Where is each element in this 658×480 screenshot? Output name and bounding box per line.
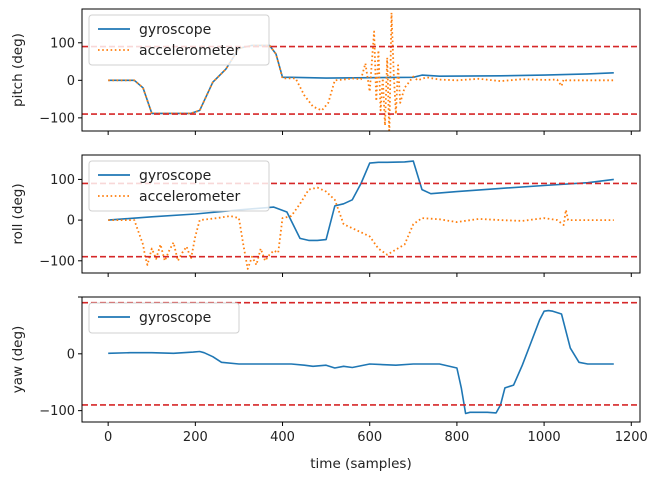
yaw-xtick-label: 400	[270, 430, 295, 445]
yaw-panel: −100 0 0 200 400 600 800 1000 1200 yaw (deg) time …	[10, 296, 648, 472]
pitch-accelerometer-line	[108, 11, 614, 131]
yaw-axes-frame	[81, 296, 641, 423]
yaw-xtick-label: 1000	[528, 430, 561, 445]
pitch-legend-box	[88, 14, 270, 66]
yaw-legend-box	[88, 302, 240, 334]
pitch-legend-label-accelerometer: accelerometer	[139, 43, 240, 59]
roll-legend: gyroscope accelerometer	[88, 160, 270, 212]
yaw-gyroscope-line	[108, 309, 614, 415]
roll-legend-label-gyroscope: gyroscope	[139, 168, 211, 184]
yaw-legend-label-gyroscope: gyroscope	[139, 310, 211, 326]
pitch-ytick-label: −100	[39, 111, 75, 126]
pitch-legend-label-gyroscope: gyroscope	[139, 22, 211, 38]
roll-legend-box	[88, 160, 270, 212]
yaw-legend: gyroscope	[88, 302, 240, 334]
yaw-xtick-label: 200	[183, 430, 208, 445]
roll-legend-label-accelerometer: accelerometer	[139, 189, 240, 205]
pitch-axes-frame	[81, 8, 641, 132]
yaw-xtick-label: 1200	[615, 430, 648, 445]
pitch-ytick-label: 0	[67, 74, 75, 89]
roll-panel: −100 0 100 roll (deg) gyroscope accelerometer	[10, 154, 641, 277]
pitch-panel: −100 0 100 pitch (deg) gyroscope acceleromete…	[10, 8, 641, 135]
yaw-ytick-label: −100	[39, 404, 75, 419]
yaw-ylabel: yaw (deg)	[10, 326, 26, 394]
yaw-plot-area	[108, 309, 614, 415]
yaw-xtick-label: 600	[357, 430, 382, 445]
roll-axes-frame	[81, 154, 641, 274]
roll-ytick-label: −100	[39, 254, 75, 269]
yaw-ytick-label: 0	[67, 347, 75, 362]
yaw-xlabel: time (samples)	[310, 456, 411, 472]
yaw-xtick-label: 0	[104, 430, 112, 445]
roll-ytick-label: 0	[67, 214, 75, 229]
pitch-ylabel: pitch (deg)	[10, 33, 26, 107]
roll-ytick-label: 100	[50, 173, 75, 188]
roll-plot-area	[108, 160, 614, 270]
yaw-xtick-label: 800	[444, 430, 469, 445]
roll-gyroscope-line	[108, 160, 614, 242]
pitch-legend: gyroscope accelerometer	[88, 14, 270, 66]
pitch-ytick-label: 100	[50, 36, 75, 51]
roll-ylabel: roll (deg)	[10, 183, 26, 244]
